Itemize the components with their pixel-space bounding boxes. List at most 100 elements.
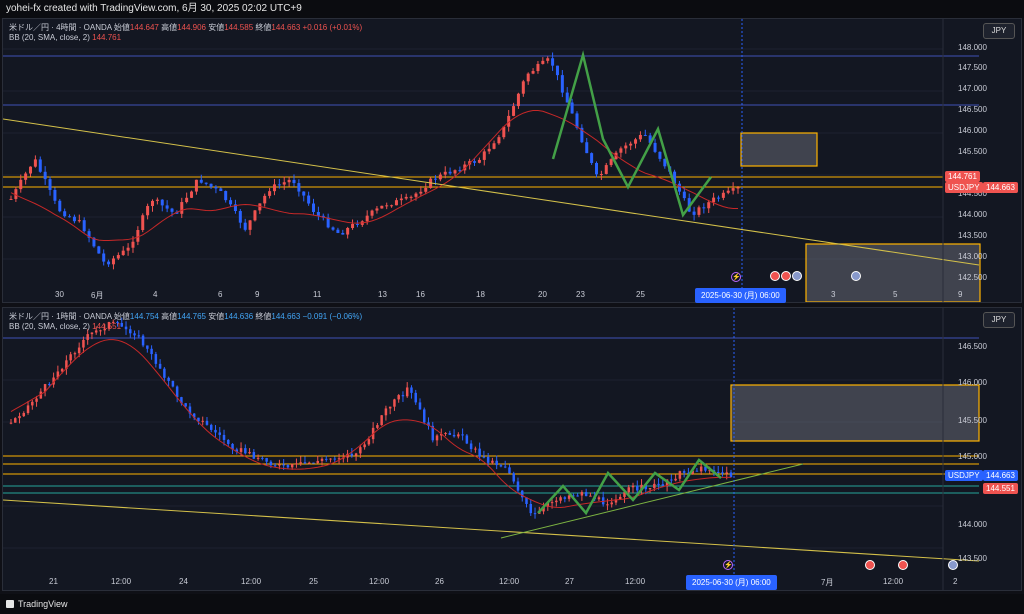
candle-body [167,377,170,381]
candle-body [363,444,366,448]
candle-body [126,247,130,251]
candle-body [716,471,720,473]
time-tick-label: 23 [576,290,585,299]
event-red-icon[interactable] [865,560,875,570]
ohlc-legend: 米ドル／円 · 4時間 · OANDA 始値144.647 高値144.906 … [9,22,362,33]
candle-body [209,183,213,187]
candlestick-chart-1h[interactable] [3,308,1021,590]
event-red-icon[interactable] [781,271,791,281]
candle-body [205,420,209,425]
candle-body [653,483,656,489]
low-label: 安値 [208,312,225,321]
candle-body [199,179,203,183]
candle-body [365,215,369,222]
candle-body [197,417,200,422]
harmonic-pattern-line [551,50,713,218]
time-tick-label: 25 [636,290,645,299]
candle-body [575,113,579,128]
high-label: 高値 [161,312,178,321]
candle-body [550,502,554,504]
candle-body [218,432,222,435]
trend-line [3,118,980,266]
target-zone-box [740,132,818,167]
candle-body [618,496,622,500]
bb-legend[interactable]: BB (20, SMA, close, 2) 144.551 [9,322,121,331]
candlestick-chart-4h[interactable] [3,19,1021,302]
candle-body [290,463,294,468]
candle-body [572,495,575,497]
price-tick-label: 147.500 [958,63,987,72]
candle-body [219,188,223,192]
candle-body [716,197,720,199]
candle-body [269,461,273,466]
time-tick-label: 7月 [821,578,834,587]
event-us-flag-icon[interactable] [792,271,802,281]
candle-body [560,75,564,93]
candle-body [29,166,33,174]
candle-body [244,448,247,454]
currency-button[interactable]: JPY [983,23,1015,39]
candle-body [423,409,426,423]
candle-body [533,513,537,515]
candle-body [653,142,657,152]
chart-pane-1h[interactable]: 米ドル／円 · 1時間 · OANDA 始値144.754 高値144.765 … [2,307,1022,591]
candle-body [419,191,423,194]
candle-body [721,192,725,198]
candle-body [380,205,384,209]
candle-body [180,202,184,214]
candle-body [253,210,257,221]
candle-body [492,143,496,149]
candle-body [14,418,17,423]
candle-body [116,321,119,324]
candle-body [452,434,456,437]
time-tick-label: 27 [565,577,574,586]
event-us-flag-icon[interactable] [948,560,958,570]
candle-body [440,433,443,436]
candle-body [708,470,711,472]
currency-button[interactable]: JPY [983,312,1015,328]
time-tick-label: 20 [538,290,547,299]
candle-body [82,220,86,232]
bb-price-tag: 144.551 [983,483,1018,494]
price-tick-label: 146.500 [958,105,987,114]
open-label: 始値 [113,312,130,321]
candle-body [397,395,400,400]
crosshair-time-label: 2025-06-30 (月) 06:00 [695,288,786,303]
chart-pane-4h[interactable]: 米ドル／円 · 4時間 · OANDA 始値144.647 高値144.906 … [2,18,1022,303]
bb-label: BB (20, SMA, close, 2) [9,33,90,42]
candle-body [248,220,252,230]
candle-body [278,464,281,466]
event-us-flag-icon[interactable] [851,271,861,281]
symbol-label: 米ドル／円 · 4時間 · OANDA [9,23,112,32]
event-red-icon[interactable] [770,271,780,281]
candle-body [111,258,115,265]
candle-body [192,413,196,418]
candle-body [636,485,639,491]
candle-body [448,432,452,435]
candle-body [507,115,511,127]
candle-body [188,406,192,414]
time-tick-label: 12:00 [241,577,262,586]
time-tick-label: 12:00 [883,577,904,586]
candle-body [337,458,341,460]
price-tick-label: 144.000 [958,520,987,529]
event-red-icon[interactable] [898,560,908,570]
price-tick-label: 145.500 [958,147,987,156]
bb-legend[interactable]: BB (20, SMA, close, 2) 144.761 [9,33,121,42]
event-bolt-icon[interactable]: ⚡ [723,560,733,570]
time-tick-label: 21 [49,577,58,586]
candle-body [175,386,179,398]
candle-body [380,415,383,426]
candle-body [121,250,125,256]
candle-body [520,490,524,498]
time-tick-label: 30 [55,290,64,299]
event-bolt-icon[interactable]: ⚡ [731,272,741,282]
candle-body [316,211,320,216]
candle-body [418,402,422,410]
candle-body [261,457,264,459]
candle-body [35,398,38,402]
candle-body [526,73,530,82]
high-label: 高値 [161,23,178,32]
price-tick-label: 145.000 [958,452,987,461]
change-value: +0.016 (+0.01%) [302,23,363,32]
